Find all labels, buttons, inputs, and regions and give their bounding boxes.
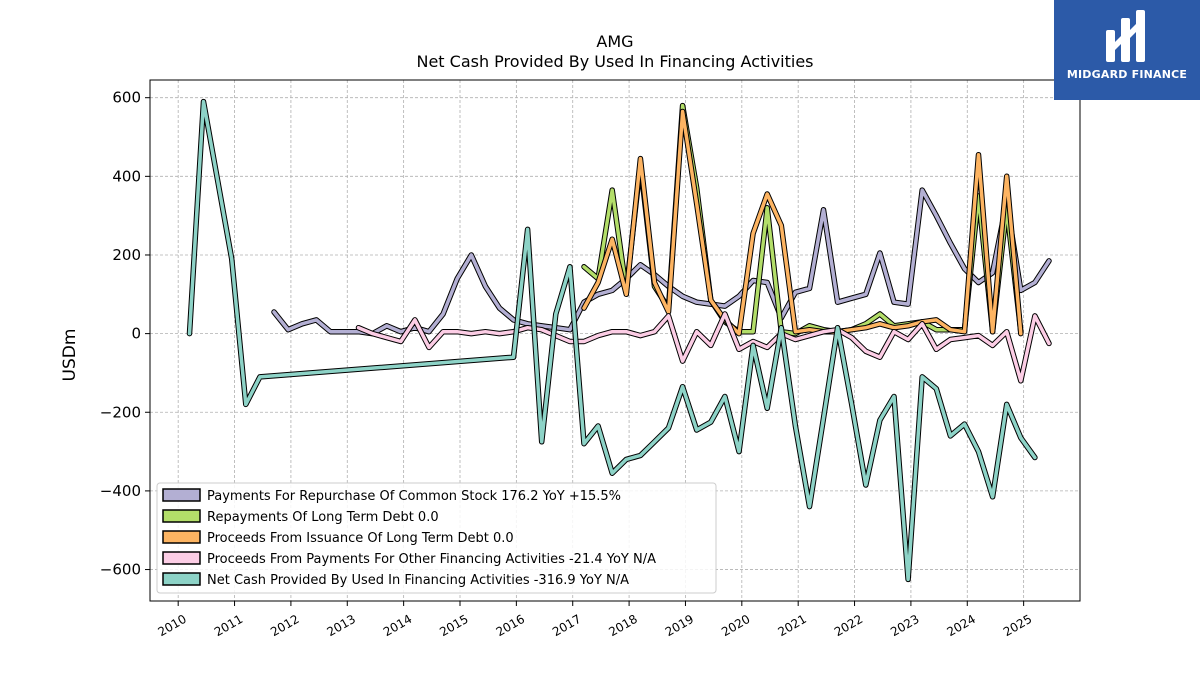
x-tick-label: 2016 (494, 612, 527, 639)
midgard-logo-icon (1106, 10, 1145, 62)
legend-label: Proceeds From Issuance Of Long Term Debt… (207, 531, 514, 546)
x-tick-label: 2025 (1001, 612, 1034, 639)
series-line (582, 109, 1023, 336)
series-line (272, 188, 1051, 336)
x-tick-label: 2010 (155, 612, 188, 639)
y-tick-label: 200 (112, 246, 141, 264)
x-tick-label: 2021 (775, 612, 808, 639)
x-tick-label: 2022 (832, 612, 865, 639)
y-tick-label: −400 (100, 482, 141, 500)
legend: Payments For Repurchase Of Common Stock … (156, 482, 717, 594)
x-tick-label: 2023 (888, 612, 921, 639)
brand-name: MIDGARD FINANCE (1066, 68, 1188, 81)
x-tick-label: 2017 (550, 612, 583, 639)
y-tick-label: −200 (100, 403, 141, 421)
legend-swatch (162, 509, 201, 523)
y-axis-label: USDm (60, 329, 80, 382)
chart-subtitle: Net Cash Provided By Used In Financing A… (416, 52, 813, 71)
legend-label: Proceeds From Payments For Other Financi… (207, 552, 656, 567)
legend-swatch (162, 572, 201, 586)
y-tick-label: 400 (112, 167, 141, 185)
x-tick-label: 2020 (719, 612, 752, 639)
legend-label: Repayments Of Long Term Debt 0.0 (207, 510, 439, 525)
plot-frame (149, 79, 1081, 602)
series-line (187, 99, 1037, 582)
chart-title: AMG (596, 32, 633, 51)
series-outline (581, 108, 1024, 337)
x-tick-label: 2018 (606, 612, 639, 639)
x-tick-label: 2019 (663, 612, 696, 639)
brand-logo: MIDGARD FINANCE (1054, 0, 1200, 100)
y-tick-label: −600 (100, 561, 141, 579)
legend-swatch (162, 530, 201, 544)
legend-box (156, 482, 717, 594)
x-tick-label: 2014 (381, 612, 414, 639)
y-tick-label: 600 (112, 89, 141, 107)
x-tick-label: 2024 (945, 612, 978, 639)
series-line (356, 312, 1051, 383)
x-tick-label: 2015 (437, 612, 470, 639)
x-tick-label: 2011 (212, 612, 245, 639)
legend-label: Payments For Repurchase Of Common Stock … (207, 489, 621, 504)
x-tick-label: 2013 (325, 612, 358, 639)
legend-swatch (162, 551, 201, 565)
series-lines (186, 98, 1052, 583)
y-tick-label: 0 (131, 325, 141, 343)
legend-label: Net Cash Provided By Used In Financing A… (207, 573, 629, 588)
x-tick-label: 2012 (268, 612, 301, 639)
legend-swatch (162, 488, 201, 502)
